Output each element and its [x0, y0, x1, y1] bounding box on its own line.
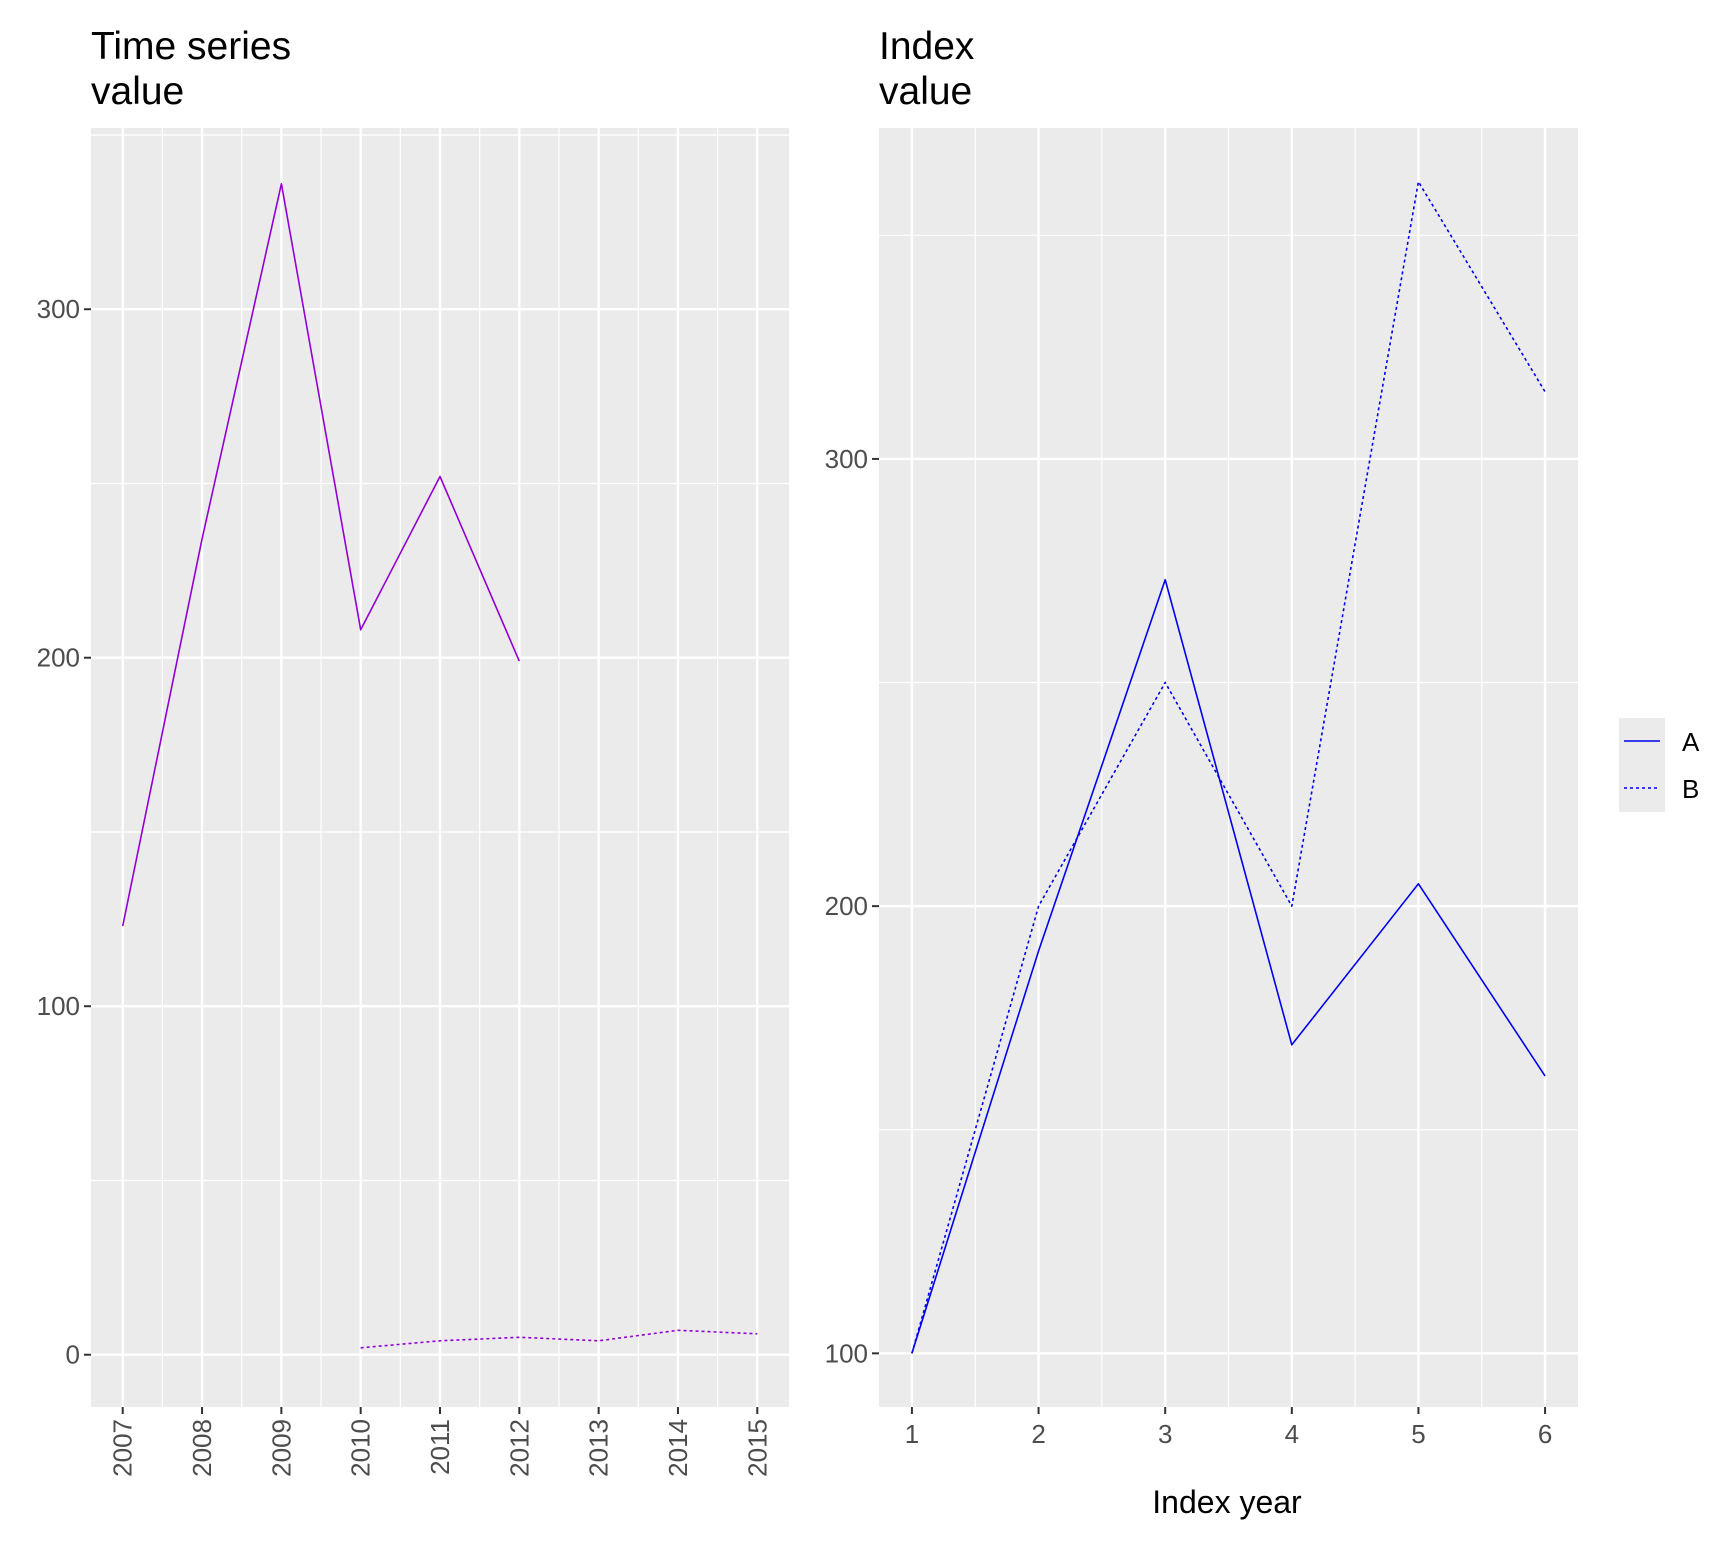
x-tick-label: 4	[1285, 1419, 1299, 1449]
y-tick-label: 100	[37, 991, 80, 1021]
y-tick-label: 300	[825, 444, 868, 474]
y-tick-label: 200	[37, 643, 80, 673]
index-title-line-2: value	[879, 70, 972, 113]
y-tick-label: 100	[825, 1338, 868, 1368]
x-tick-label: 2012	[504, 1419, 534, 1477]
x-tick-label: 2015	[742, 1419, 772, 1477]
x-tick-label: 2009	[266, 1419, 296, 1477]
y-tick-label: 0	[66, 1340, 80, 1370]
time-series-lines	[121, 183, 758, 1349]
x-tick-label: 5	[1411, 1419, 1425, 1449]
legend-label-a: A	[1682, 727, 1700, 757]
x-tick-label: 2007	[108, 1419, 138, 1477]
index-x-axis-title: Index year	[1152, 1484, 1302, 1520]
legend-key-background	[1619, 718, 1665, 812]
series-line-solid	[121, 183, 521, 927]
time-series-title-line-2: value	[91, 70, 184, 113]
time-series-gridlines	[91, 128, 789, 1407]
x-tick-label: 3	[1158, 1419, 1172, 1449]
x-tick-label: 2008	[187, 1419, 217, 1477]
series-line-dotted	[360, 1329, 758, 1349]
index-y-axis: 100 200 300	[825, 444, 879, 1368]
x-tick-label: 2011	[425, 1419, 455, 1475]
index-title-line-1: Index	[879, 25, 975, 68]
x-tick-label: 2010	[346, 1419, 376, 1477]
time-series-title-line-1: Time series	[91, 25, 291, 68]
series-line-b	[911, 180, 1546, 1354]
y-tick-label: 300	[37, 294, 80, 324]
legend-label-b: B	[1682, 774, 1699, 804]
index-lines	[911, 180, 1546, 1354]
time-series-y-axis: 0 100 200 300	[37, 294, 91, 1370]
index-panel: Index value 100 200 300 1 2 3 4 5 6 Index year	[825, 25, 1578, 1520]
index-x-axis: 1 2 3 4 5 6	[905, 1407, 1552, 1449]
series-line-a	[911, 578, 1546, 1354]
x-tick-label: 6	[1538, 1419, 1552, 1449]
x-tick-label: 2	[1031, 1419, 1045, 1449]
x-tick-label: 1	[905, 1419, 919, 1449]
legend: A B	[1619, 718, 1700, 812]
x-tick-label: 2013	[584, 1419, 614, 1477]
time-series-x-axis: 2007 2008 2009 2010 2011 2012 2013 2014 2015	[108, 1407, 772, 1477]
x-tick-label: 2014	[663, 1419, 693, 1477]
y-tick-label: 200	[825, 891, 868, 921]
